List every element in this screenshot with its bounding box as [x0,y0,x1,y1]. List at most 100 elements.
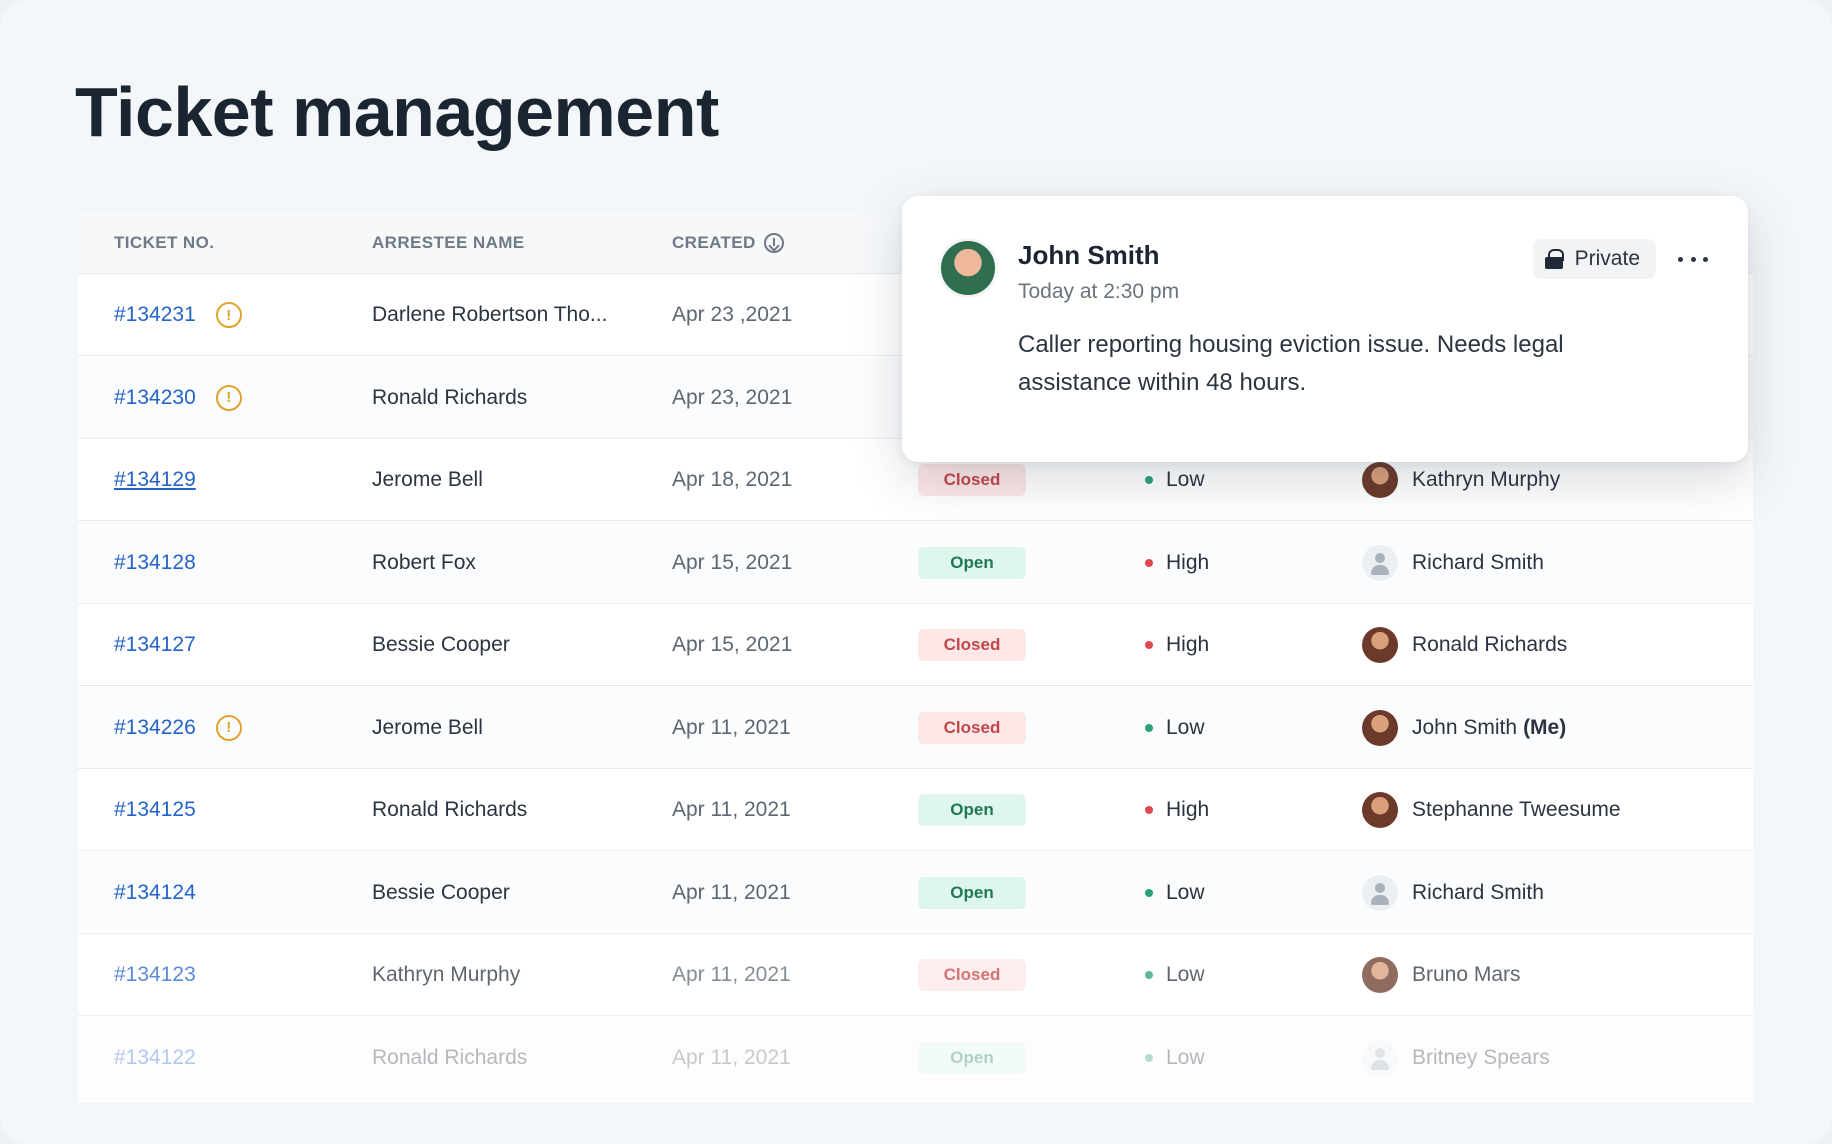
visibility-label: Private [1574,247,1640,270]
assignee-cell: Stephanne Tweesume [1362,769,1621,851]
avatar [1362,627,1398,663]
ticket-link[interactable]: #134125 [114,798,196,821]
column-header-ticket[interactable]: TICKET NO. [114,233,215,252]
ticket-link[interactable]: #134122 [114,1045,196,1069]
ticket-link[interactable]: #134231 [114,303,196,326]
arrestee-name: Bessie Cooper [372,880,510,904]
table-row[interactable]: #134123 Kathryn Murphy Apr 11, 2021 Closed L… [78,934,1753,1016]
status-badge: Closed [918,464,1026,496]
status-cell: Closed [918,934,1026,1016]
status-cell: Open [918,852,1026,934]
assignee-cell: John Smith (Me) [1362,687,1566,769]
priority-cell: Low [1145,852,1205,934]
column-header-name[interactable]: ARRESTEE NAME [372,233,525,252]
user-placeholder-icon [1362,1039,1398,1076]
created-date: Apr 11, 2021 [672,880,791,904]
assignee-cell: Kathryn Murphy [1362,439,1560,521]
ticket-cell: #134125 [114,769,196,851]
priority-dot-icon [1145,888,1153,897]
arrestee-name: Ronald Richards [372,1045,528,1069]
created-date: Apr 11, 2021 [672,715,791,739]
priority-dot-icon [1145,641,1153,649]
ticket-link[interactable]: #134226 [114,715,196,739]
visibility-button[interactable]: Private [1532,239,1656,279]
note-card: John Smith Today at 2:30 pm Private Call… [902,196,1748,462]
ticket-cell: #134129 [114,439,196,521]
arrestee-name: Ronald Richards [372,385,528,409]
table-row[interactable]: #134129 Jerome Bell Apr 18, 2021 Closed Low K… [78,439,1753,521]
priority-dot-icon [1145,558,1153,567]
priority-cell: High [1145,522,1209,604]
sort-down-icon[interactable] [763,233,784,253]
assignee-name: Richard Smith [1412,880,1544,904]
ticket-cell: #134124 [114,852,196,934]
avatar [1362,462,1398,498]
status-badge: Closed [918,711,1026,744]
priority-cell: Low [1145,1017,1205,1099]
warning-icon: ! [215,302,242,328]
ticket-cell: #134226! [114,687,242,769]
table-row[interactable]: #134127 Bessie Cooper Apr 15, 2021 Closed Hi… [78,604,1753,686]
status-badge: Open [918,794,1026,826]
note-body: Caller reporting housing eviction issue.… [1018,331,1564,396]
ticket-link[interactable]: #134124 [114,880,196,904]
arrestee-name: Robert Fox [372,550,476,574]
warning-icon: ! [215,714,242,741]
table-row[interactable]: #134125 Ronald Richards Apr 11, 2021 Open Hi… [78,769,1753,851]
ticket-link[interactable]: #134129 [114,468,196,491]
created-date: Apr 15, 2021 [672,550,793,574]
arrestee-name: Bessie Cooper [372,633,510,656]
ticket-link[interactable]: #134128 [114,550,196,574]
assignee-name: Kathryn Murphy [1412,468,1561,491]
priority-label: High [1166,798,1210,821]
ticket-link[interactable]: #134127 [114,633,196,656]
arrestee-name: Jerome Bell [372,468,483,491]
assignee-me-tag: (Me) [1523,715,1567,739]
ticket-cell: #134230! [114,357,242,439]
priority-cell: Low [1145,934,1205,1016]
table-row[interactable]: #134122 Ronald Richards Apr 11, 2021 Open Lo… [78,1016,1753,1099]
avatar [1362,957,1398,993]
priority-label: High [1166,550,1210,574]
ticket-link[interactable]: #134230 [114,385,196,409]
column-header-created[interactable]: CREATED [672,212,784,274]
page-title: Ticket management [75,73,719,151]
created-date: Apr 23, 2021 [672,385,793,409]
assignee-cell: Richard Smith [1362,852,1544,934]
status-badge: Open [918,546,1026,579]
avatar [938,238,998,298]
lock-icon [1544,249,1564,269]
priority-label: High [1166,633,1210,656]
arrestee-name: Ronald Richards [372,798,528,821]
ticket-cell: #134128 [114,522,196,604]
table-row[interactable]: #134226! Jerome Bell Apr 11, 2021 Closed Low… [78,686,1753,769]
created-date: Apr 18, 2021 [672,468,793,491]
note-author: John Smith [1018,240,1160,270]
priority-cell: Low [1145,687,1205,769]
arrestee-name: Jerome Bell [372,715,483,739]
assignee-name: Britney Spears [1412,1045,1550,1069]
status-cell: Closed [918,604,1026,686]
priority-label: Low [1166,1045,1205,1069]
arrestee-name: Darlene Robertson Tho... [372,303,608,326]
status-badge: Open [918,1041,1026,1074]
column-header-created-label: CREATED [672,233,756,252]
ticket-cell: #134122 [114,1017,196,1099]
table-row[interactable]: #134124 Bessie Cooper Apr 11, 2021 Open Low R… [78,851,1753,934]
priority-dot-icon [1145,723,1153,732]
priority-cell: High [1145,769,1209,851]
assignee-name: Ronald Richards [1412,633,1568,656]
assignee-name: John Smith [1412,715,1518,739]
ticket-link[interactable]: #134123 [114,963,196,986]
warning-icon: ! [215,384,242,411]
assignee-cell: Ronald Richards [1362,604,1567,686]
priority-cell: Low [1145,439,1205,521]
user-placeholder-icon [1362,874,1398,911]
ticket-cell: #134231! [114,274,242,356]
more-options-icon[interactable] [1678,246,1708,272]
assignee-cell: Bruno Mars [1362,934,1521,1016]
table-row[interactable]: #134128 Robert Fox Apr 15, 2021 Open High Ric… [78,521,1753,604]
avatar [1362,792,1398,828]
priority-label: Low [1166,715,1205,739]
